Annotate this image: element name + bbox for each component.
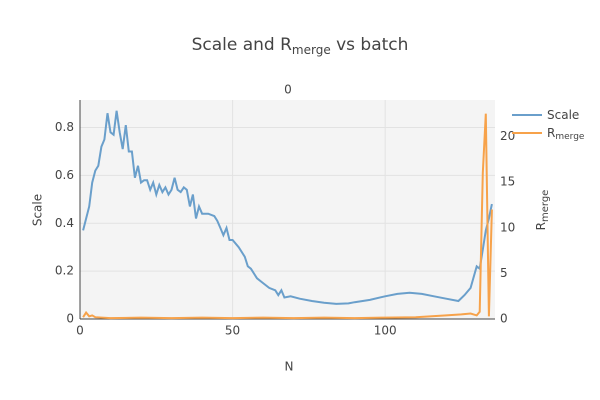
chart-title: Scale and Rmerge vs batch: [192, 35, 409, 57]
y-tick-label: 0.4: [55, 216, 74, 230]
y2-tick-label: 0: [500, 312, 508, 326]
x-axis-label: N: [285, 360, 294, 374]
y-tick-label: 0: [66, 312, 74, 326]
title-main: Scale and R: [192, 35, 293, 55]
data-line: [82, 110, 493, 305]
y-axis-label: Scale: [31, 194, 45, 226]
y-tick-label: 0.2: [55, 264, 74, 278]
y2-label-sub: merge: [540, 190, 551, 222]
subplot-title: 0: [284, 83, 292, 97]
y2-label-main: R: [534, 222, 548, 230]
y-tick-label: 0.6: [55, 168, 74, 182]
legend-label: Scale: [547, 108, 579, 122]
x-tick-label: 50: [225, 324, 240, 338]
x-tick-label: 0: [76, 324, 84, 338]
y2-tick-label: 10: [500, 220, 515, 234]
plot-area: [80, 100, 495, 319]
data-line: [82, 113, 493, 320]
legend-name: Scale: [547, 108, 579, 122]
y2-axis-label: Rmerge: [534, 190, 552, 231]
y2-tick-label: 5: [500, 266, 508, 280]
y2-tick-label: 20: [500, 129, 515, 143]
y-tick-label: 0.8: [55, 120, 74, 134]
legend-name: R: [547, 126, 555, 140]
title-sub: merge: [292, 43, 331, 57]
title-rest: vs batch: [331, 35, 409, 55]
x-tick-label: 100: [374, 324, 397, 338]
y2-tick-label: 15: [500, 175, 515, 189]
legend-name-sub: merge: [555, 132, 585, 142]
legend-label: Rmerge: [547, 126, 585, 142]
